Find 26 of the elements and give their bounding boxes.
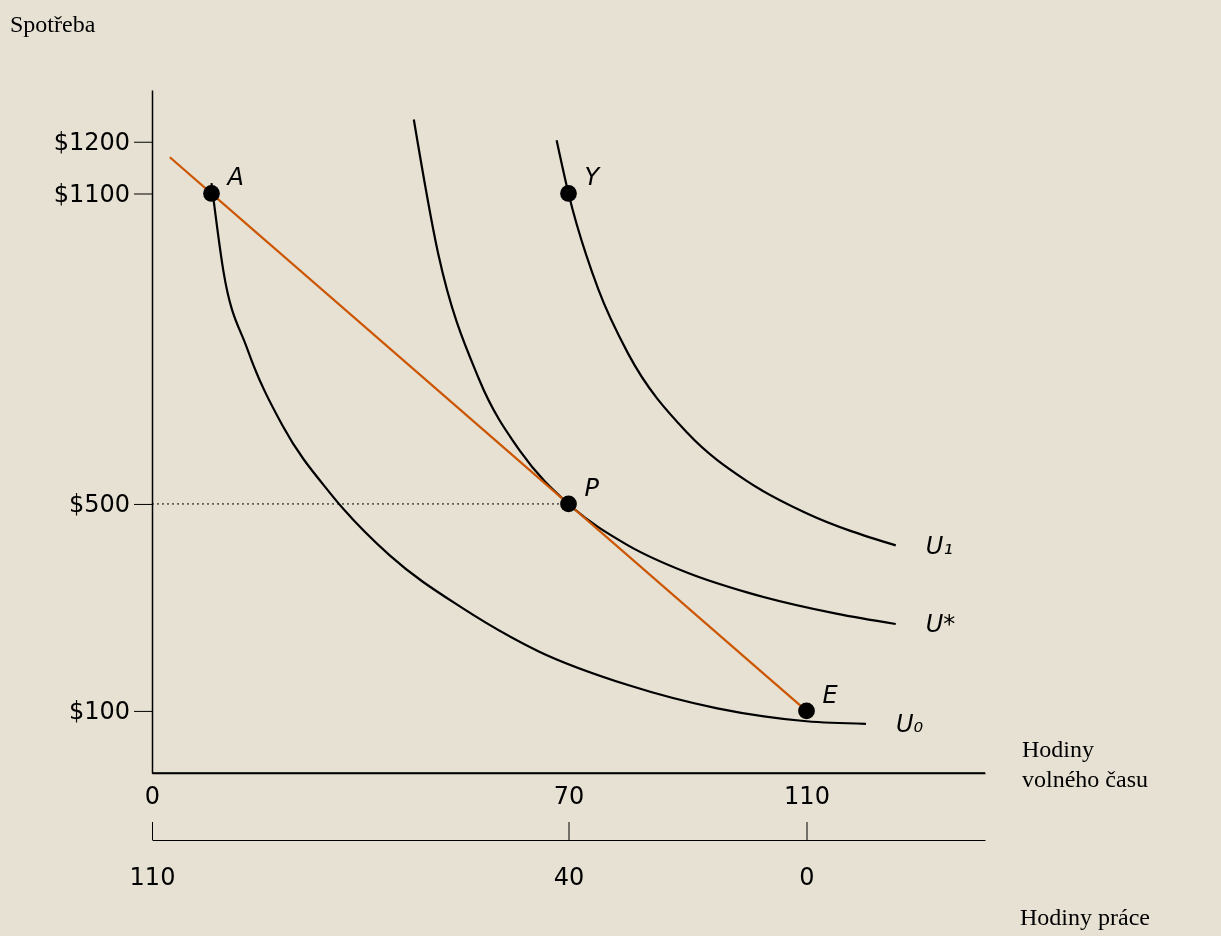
line-series xyxy=(555,139,897,547)
line-series xyxy=(412,118,897,626)
x2-axis-title: Hodiny práce xyxy=(1020,904,1150,930)
annotation: Y xyxy=(584,163,602,192)
x2-tick-label: 0 xyxy=(799,863,815,892)
x-tick-label: 0 xyxy=(144,782,161,811)
point xyxy=(560,495,577,513)
x-tick-label: 70 xyxy=(553,782,585,811)
point xyxy=(560,185,577,202)
x-axis-title: Hodiny volného času xyxy=(1022,736,1148,792)
annotation: A xyxy=(225,163,244,192)
y-tick-label: $500 xyxy=(68,490,130,519)
annotation: E xyxy=(822,680,839,709)
y-tick-label: $1200 xyxy=(53,127,130,156)
y-tick-label: $100 xyxy=(68,697,130,726)
series-label: U₁ xyxy=(925,531,953,560)
y-axis-title: Spotřeba xyxy=(10,11,96,37)
point xyxy=(798,702,815,720)
annotation: P xyxy=(584,473,600,502)
point xyxy=(203,185,220,202)
x2-tick-label: 40 xyxy=(553,863,585,892)
series-label: U₀ xyxy=(896,710,924,739)
y-tick-label: $1100 xyxy=(53,179,130,208)
series-label: U* xyxy=(925,610,956,639)
x2-tick-label: 110 xyxy=(129,863,176,892)
x-tick-label: 110 xyxy=(784,782,830,811)
